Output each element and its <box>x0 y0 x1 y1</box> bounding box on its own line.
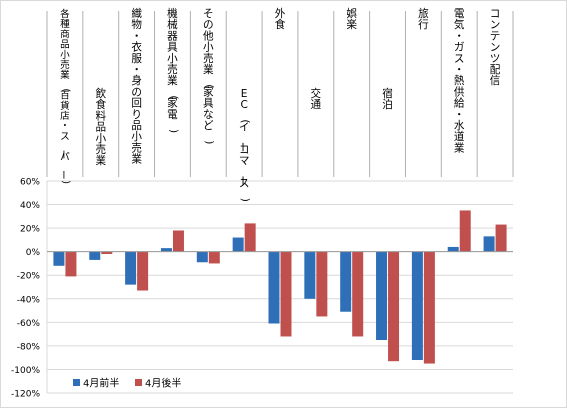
y-tick-label: -80% <box>17 342 41 352</box>
bar-second-half <box>280 251 292 337</box>
bar-first-half <box>232 237 244 252</box>
category-label: 各種商品小売業(百貨店・スーパー) <box>57 8 71 184</box>
bar-first-half <box>268 251 280 324</box>
bar-second-half <box>137 251 149 291</box>
category-label: 交通 <box>311 87 322 111</box>
bar-first-half <box>89 251 101 260</box>
category-label: 外食 <box>275 8 286 31</box>
bar-second-half <box>459 210 471 252</box>
y-tick-label: 0% <box>26 248 41 258</box>
bar-second-half <box>352 251 364 337</box>
bar-second-half <box>495 224 507 252</box>
legend-label: 4月前半 <box>83 377 119 390</box>
category-label: コンテンツ配信 <box>490 8 501 87</box>
bar-first-half <box>53 251 65 266</box>
y-tick-label: -120% <box>11 390 40 400</box>
y-axis-labels: 60% 40% 20% 0% -20% -40% -60% -80% -100% -120% <box>11 178 40 400</box>
bar-first-half <box>447 246 459 252</box>
y-tick-label: -60% <box>17 319 41 329</box>
category-label: 飲食料品小売業 <box>95 87 106 167</box>
bar-first-half <box>125 251 137 285</box>
legend: 4月前半 4月後半 <box>53 375 277 391</box>
y-tick-label: 40% <box>20 201 40 211</box>
category-label: その他小売業(家具など) <box>203 8 215 144</box>
legend-label: 4月後半 <box>145 377 181 390</box>
bar-second-half <box>388 251 400 362</box>
category-label: 織物・衣服・身の回り品小売業 <box>131 7 142 166</box>
category-label: E C (イーコマース) <box>236 88 251 202</box>
bar-second-half <box>65 251 77 277</box>
bar-second-half <box>423 251 435 364</box>
y-tick-label: 20% <box>20 225 40 235</box>
bar-second-half <box>172 230 184 252</box>
bar-first-half <box>340 251 352 312</box>
bar-first-half <box>411 251 423 361</box>
bar-first-half <box>483 236 495 252</box>
bar-second-half <box>244 223 256 252</box>
category-label: 機械器具小売業(家電) <box>167 7 179 133</box>
y-tick-label: -40% <box>17 295 41 305</box>
bar-first-half <box>160 248 172 252</box>
bar-first-half <box>304 251 316 299</box>
bar-second-half <box>208 251 220 264</box>
bar-second-half <box>316 251 328 317</box>
legend-swatch <box>73 379 80 386</box>
category-label: 電気・ガス・熱供給・水道業 <box>454 8 465 154</box>
category-label: 旅行 <box>418 7 429 31</box>
gridlines <box>46 180 513 394</box>
y-tick-label: 60% <box>20 178 40 188</box>
category-label: 娯楽 <box>346 7 357 31</box>
category-labels: 各種商品小売業(百貨店・スーパー) 飲食料品小売業 織物・衣服・身の回り品小売業 機械… <box>46 7 514 202</box>
legend-swatch <box>135 379 142 386</box>
y-tick-label: -20% <box>17 272 41 282</box>
bar-first-half <box>196 251 208 263</box>
bar-first-half <box>376 251 388 340</box>
category-label: 宿泊 <box>382 87 393 111</box>
bars <box>53 210 507 364</box>
y-tick-label: -100% <box>11 366 40 376</box>
legend-background <box>53 375 277 391</box>
bar-second-half <box>101 251 113 255</box>
